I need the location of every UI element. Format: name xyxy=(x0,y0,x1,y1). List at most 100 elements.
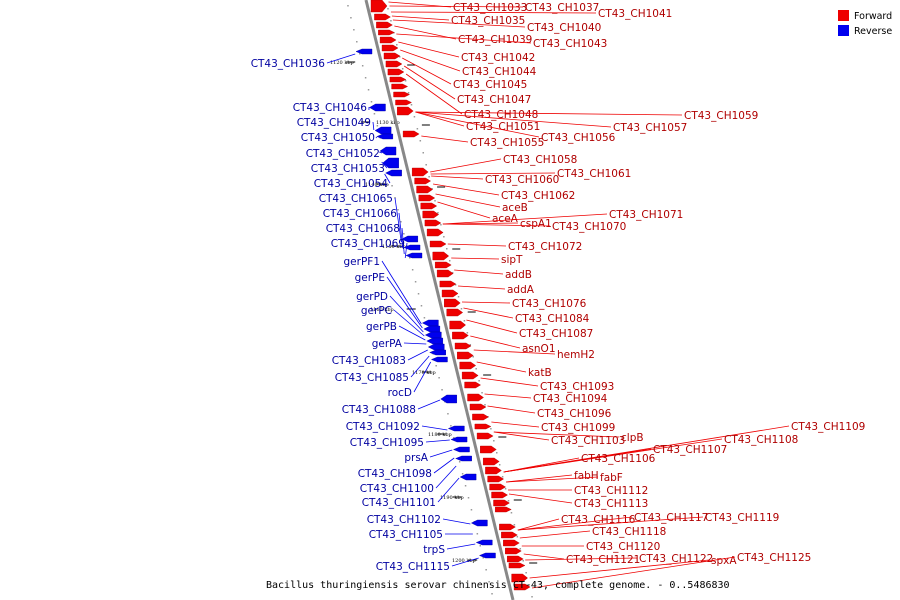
forward-gene-label[interactable]: CT43_CH1087 xyxy=(519,328,593,340)
forward-gene-block[interactable] xyxy=(402,130,420,138)
reverse-gene-label[interactable]: CT43_CH1105 xyxy=(369,529,443,541)
forward-gene-label[interactable]: CT43_CH1048 xyxy=(464,109,538,121)
forward-gene-label[interactable]: spxA xyxy=(711,555,737,567)
forward-gene-block[interactable] xyxy=(454,342,472,350)
forward-gene-block[interactable] xyxy=(414,177,431,185)
forward-gene-block[interactable] xyxy=(429,240,447,248)
forward-gene-label[interactable]: CT43_CH1122 xyxy=(639,553,713,565)
forward-gene-block[interactable] xyxy=(397,106,414,116)
forward-gene-label[interactable]: CT43_CH1070 xyxy=(552,221,626,233)
forward-gene-label[interactable]: aceA xyxy=(492,213,519,225)
reverse-gene-block[interactable] xyxy=(459,473,477,481)
reverse-gene-label[interactable]: CT43_CH1092 xyxy=(346,421,420,433)
forward-gene-label[interactable]: aceB xyxy=(502,202,528,214)
forward-gene-label[interactable]: CT43_CH1051 xyxy=(466,121,540,133)
reverse-gene-block[interactable] xyxy=(447,425,465,432)
forward-gene-block[interactable] xyxy=(436,269,454,278)
reverse-gene-block[interactable] xyxy=(452,446,470,453)
reverse-gene-label[interactable]: gerPD xyxy=(356,291,388,303)
forward-gene-block[interactable] xyxy=(508,562,526,569)
forward-gene-block[interactable] xyxy=(459,361,477,370)
reverse-gene-block[interactable] xyxy=(403,244,421,251)
forward-gene-label[interactable]: fabF xyxy=(600,472,623,484)
forward-gene-label[interactable]: asnO1 xyxy=(522,343,556,355)
reverse-gene-block[interactable] xyxy=(374,126,392,135)
forward-gene-block[interactable] xyxy=(487,475,505,483)
forward-gene-block[interactable] xyxy=(461,371,479,380)
reverse-gene-label[interactable]: CT43_CH1068 xyxy=(326,223,400,235)
reverse-gene-label[interactable]: gerPC xyxy=(361,305,392,317)
forward-gene-label[interactable]: CT43_CH1045 xyxy=(453,79,527,91)
forward-gene-block[interactable] xyxy=(383,52,401,60)
reverse-gene-block[interactable] xyxy=(429,349,446,356)
forward-gene-label[interactable]: cspA1 xyxy=(520,218,552,230)
forward-gene-block[interactable] xyxy=(505,547,522,555)
forward-gene-block[interactable] xyxy=(511,573,528,583)
forward-gene-block[interactable] xyxy=(422,210,440,219)
forward-gene-label[interactable]: hemH2 xyxy=(557,349,595,361)
reverse-gene-block[interactable] xyxy=(369,103,386,112)
reverse-gene-label[interactable]: gerPB xyxy=(366,321,397,333)
reverse-gene-label[interactable]: trpS xyxy=(423,544,445,556)
forward-gene-label[interactable]: CT43_CH1118 xyxy=(592,526,666,538)
reverse-gene-label[interactable]: CT43_CH1036 xyxy=(251,58,326,70)
forward-gene-block[interactable] xyxy=(476,432,494,440)
forward-gene-block[interactable] xyxy=(472,413,489,421)
forward-gene-label[interactable]: CT43_CH1056 xyxy=(541,132,616,144)
forward-gene-label[interactable]: CT43_CH1121 xyxy=(566,554,640,566)
reverse-gene-block[interactable] xyxy=(440,394,457,404)
forward-gene-label[interactable]: CT43_CH1062 xyxy=(501,190,575,202)
reverse-gene-label[interactable]: rocD xyxy=(388,387,412,399)
forward-gene-block[interactable] xyxy=(393,91,410,98)
forward-gene-block[interactable] xyxy=(416,185,433,194)
reverse-gene-label[interactable]: CT43_CH1095 xyxy=(350,437,424,449)
forward-gene-block[interactable] xyxy=(434,261,452,269)
forward-gene-block[interactable] xyxy=(432,251,450,261)
reverse-gene-block[interactable] xyxy=(423,325,441,333)
forward-gene-label[interactable]: CT43_CH1084 xyxy=(515,313,590,325)
reverse-gene-block[interactable] xyxy=(421,319,439,327)
forward-gene-label[interactable]: CT43_CH1076 xyxy=(512,298,587,310)
forward-gene-block[interactable] xyxy=(391,83,409,90)
forward-gene-label[interactable]: CT43_CH1043 xyxy=(533,38,607,50)
forward-gene-label[interactable]: CT43_CH1096 xyxy=(537,408,612,420)
reverse-gene-label[interactable]: CT43_CH1046 xyxy=(293,102,368,114)
forward-gene-label[interactable]: CT43_CH1037 xyxy=(525,2,599,14)
forward-gene-label[interactable]: CT43_CH1059 xyxy=(684,110,758,122)
reverse-gene-label[interactable]: CT43_CH1088 xyxy=(342,404,416,416)
forward-gene-label[interactable]: CT43_CH1040 xyxy=(527,22,601,34)
forward-gene-block[interactable] xyxy=(464,381,481,389)
reverse-gene-label[interactable]: CT43_CH1083 xyxy=(332,355,406,367)
reverse-gene-label[interactable]: CT43_CH1085 xyxy=(335,372,409,384)
forward-gene-block[interactable] xyxy=(507,555,524,563)
reverse-gene-label[interactable]: CT43_CH1102 xyxy=(367,514,441,526)
reverse-gene-block[interactable] xyxy=(379,146,397,156)
reverse-gene-label[interactable]: CT43_CH1098 xyxy=(358,468,432,480)
forward-gene-label[interactable]: CT43_CH1058 xyxy=(503,154,577,166)
forward-gene-block[interactable] xyxy=(395,99,412,106)
forward-gene-block[interactable] xyxy=(439,280,457,288)
forward-gene-label[interactable]: CT43_CH1117 xyxy=(634,512,708,524)
forward-gene-label[interactable]: CT43_CH1112 xyxy=(574,485,648,497)
forward-gene-label[interactable]: CT43_CH1120 xyxy=(586,541,660,553)
reverse-gene-label[interactable]: CT43_CH1054 xyxy=(314,178,389,190)
forward-gene-block[interactable] xyxy=(493,499,510,507)
forward-gene-block[interactable] xyxy=(446,308,464,317)
forward-gene-label[interactable]: CT43_CH1042 xyxy=(461,52,535,64)
forward-gene-block[interactable] xyxy=(374,13,391,21)
reverse-gene-label[interactable]: gerPA xyxy=(372,338,403,350)
forward-gene-block[interactable] xyxy=(483,457,500,466)
forward-gene-label[interactable]: CT43_CH1033 xyxy=(453,2,527,14)
forward-gene-block[interactable] xyxy=(449,320,466,330)
reverse-gene-label[interactable]: CT43_CH1069 xyxy=(331,238,405,250)
forward-gene-block[interactable] xyxy=(387,68,405,76)
forward-gene-label[interactable]: CT43_CH1071 xyxy=(609,209,683,221)
forward-gene-label[interactable]: clpB xyxy=(621,432,644,444)
forward-gene-label[interactable]: CT43_CH1113 xyxy=(574,498,648,510)
reverse-gene-label[interactable]: CT43_CH1100 xyxy=(360,483,434,495)
forward-gene-label[interactable]: addB xyxy=(505,269,532,281)
forward-gene-block[interactable] xyxy=(420,202,438,210)
reverse-gene-block[interactable] xyxy=(376,133,394,140)
forward-gene-label[interactable]: CT43_CH1055 xyxy=(470,137,544,149)
reverse-gene-block[interactable] xyxy=(475,539,493,546)
